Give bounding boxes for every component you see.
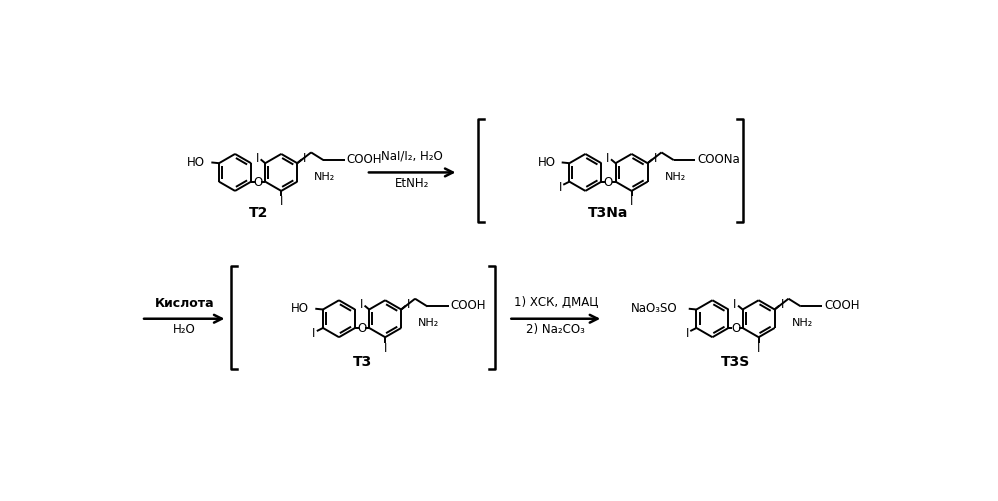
Text: O: O <box>357 322 366 335</box>
Text: I: I <box>630 195 634 208</box>
Text: I: I <box>780 297 784 310</box>
Text: COOH: COOH <box>346 153 382 166</box>
Text: I: I <box>303 151 306 164</box>
Text: T2: T2 <box>249 206 267 220</box>
Text: T3Na: T3Na <box>588 206 629 220</box>
Text: NaO₃SO: NaO₃SO <box>632 302 678 315</box>
Text: I: I <box>734 297 737 310</box>
Text: HO: HO <box>291 302 309 315</box>
Text: O: O <box>604 176 613 189</box>
Text: COONa: COONa <box>697 153 740 166</box>
Text: H₂O: H₂O <box>173 322 196 335</box>
Text: NH₂: NH₂ <box>418 318 439 328</box>
Text: NH₂: NH₂ <box>314 171 335 181</box>
Text: I: I <box>312 327 315 339</box>
Text: NaI/I₂, H₂O: NaI/I₂, H₂O <box>381 149 443 162</box>
Text: HO: HO <box>188 156 206 169</box>
Text: T3S: T3S <box>721 354 750 368</box>
Text: Кислота: Кислота <box>155 297 214 310</box>
Text: EtNH₂: EtNH₂ <box>395 176 429 189</box>
Text: COOH: COOH <box>450 299 486 312</box>
Text: I: I <box>559 180 562 193</box>
Text: I: I <box>279 195 282 208</box>
Text: I: I <box>756 341 760 354</box>
Text: 2) Na₂CO₃: 2) Na₂CO₃ <box>526 322 585 335</box>
Text: O: O <box>731 322 741 335</box>
Text: I: I <box>654 151 657 164</box>
Text: T3: T3 <box>352 354 371 368</box>
Text: COOH: COOH <box>824 299 859 312</box>
Text: I: I <box>360 297 363 310</box>
Text: NH₂: NH₂ <box>665 171 686 181</box>
Text: 1) ХСК, ДМАЦ: 1) ХСК, ДМАЦ <box>514 296 598 308</box>
Text: I: I <box>606 151 610 164</box>
Text: I: I <box>255 151 259 164</box>
Text: I: I <box>383 341 387 354</box>
Text: HO: HO <box>538 156 556 169</box>
Text: I: I <box>407 297 410 310</box>
Text: O: O <box>253 176 262 189</box>
Text: I: I <box>686 327 689 339</box>
Text: NH₂: NH₂ <box>791 318 813 328</box>
